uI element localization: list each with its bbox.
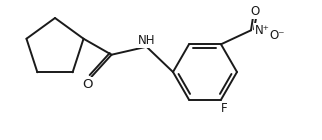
Text: O⁻: O⁻	[269, 29, 285, 42]
Text: N⁺: N⁺	[255, 24, 270, 37]
Text: O: O	[251, 5, 260, 18]
Text: F: F	[221, 102, 227, 115]
Text: NH: NH	[138, 34, 155, 47]
Text: O: O	[82, 78, 93, 91]
